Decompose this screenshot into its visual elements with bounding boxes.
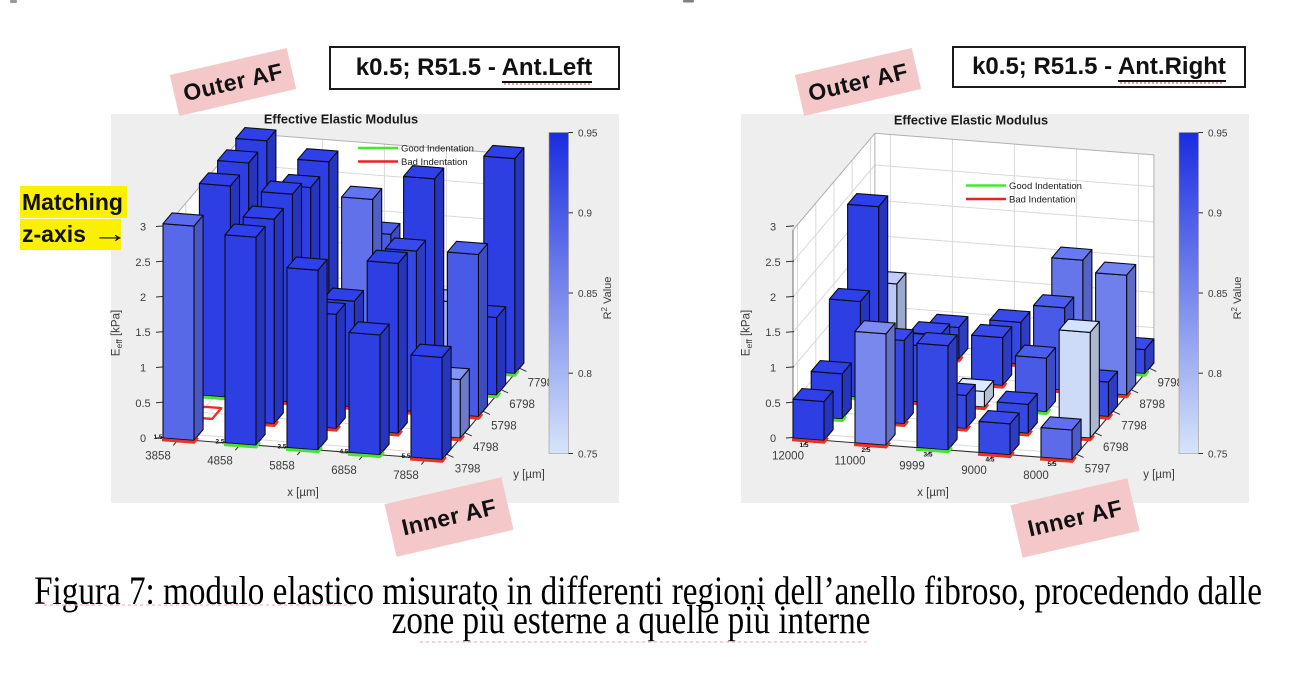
svg-text:1.5: 1.5 <box>765 327 780 339</box>
svg-text:1.5: 1.5 <box>135 327 150 339</box>
svg-text:6798: 6798 <box>1103 442 1129 454</box>
svg-text:4.5: 4.5 <box>985 456 994 463</box>
svg-text:7798: 7798 <box>1121 421 1147 433</box>
svg-text:Bad Indentation: Bad Indentation <box>401 157 468 168</box>
svg-text:2.5: 2.5 <box>215 439 224 446</box>
svg-text:4798: 4798 <box>473 442 499 454</box>
svg-text:3.5: 3.5 <box>923 452 932 459</box>
svg-text:2.5: 2.5 <box>135 257 150 269</box>
svg-text:Effective Elastic Modulus: Effective Elastic Modulus <box>264 112 418 127</box>
svg-text:8798: 8798 <box>1139 399 1165 411</box>
svg-text:0.9: 0.9 <box>578 209 592 220</box>
svg-text:6798: 6798 <box>509 399 535 411</box>
svg-text:2.5: 2.5 <box>861 447 870 454</box>
svg-text:6858: 6858 <box>331 465 357 477</box>
svg-text:11000: 11000 <box>834 456 865 468</box>
svg-text:3858: 3858 <box>145 451 171 463</box>
svg-text:R2 Value: R2 Value <box>1230 277 1244 320</box>
svg-text:0.95: 0.95 <box>1208 128 1228 139</box>
svg-text:1.5: 1.5 <box>153 434 162 441</box>
svg-text:Good Indentation: Good Indentation <box>401 144 474 155</box>
svg-text:Good Indentation: Good Indentation <box>1009 181 1082 192</box>
svg-text:5798: 5798 <box>491 421 517 433</box>
svg-text:1.5: 1.5 <box>799 442 808 449</box>
svg-text:Eeff [kPa]: Eeff [kPa] <box>111 310 125 356</box>
svg-text:0.85: 0.85 <box>1208 289 1228 300</box>
svg-text:x [µm]: x [µm] <box>917 487 949 499</box>
svg-text:0.9: 0.9 <box>1208 209 1222 220</box>
svg-text:0: 0 <box>770 433 776 445</box>
svg-text:0.5: 0.5 <box>135 398 150 410</box>
svg-text:4.5: 4.5 <box>339 448 348 455</box>
svg-text:3: 3 <box>770 222 776 234</box>
svg-text:0.75: 0.75 <box>578 449 598 460</box>
svg-text:2: 2 <box>140 292 146 304</box>
svg-text:8000: 8000 <box>1023 470 1049 482</box>
svg-text:4858: 4858 <box>207 456 233 468</box>
svg-text:y [µm]: y [µm] <box>1143 469 1175 481</box>
svg-text:7798: 7798 <box>528 378 554 390</box>
svg-text:0.75: 0.75 <box>1208 449 1228 460</box>
svg-text:Bad Indentation: Bad Indentation <box>1009 195 1076 206</box>
svg-text:x [µm]: x [µm] <box>287 487 319 499</box>
svg-text:0: 0 <box>140 433 146 445</box>
svg-text:0.5: 0.5 <box>765 398 780 410</box>
svg-text:0.95: 0.95 <box>578 128 598 139</box>
svg-text:5858: 5858 <box>269 460 295 472</box>
svg-text:12000: 12000 <box>772 451 804 463</box>
svg-text:7858: 7858 <box>393 470 419 482</box>
svg-text:3: 3 <box>140 222 146 234</box>
svg-text:R2 Value: R2 Value <box>600 277 614 320</box>
svg-text:y [µm]: y [µm] <box>513 469 545 481</box>
svg-text:3798: 3798 <box>455 464 481 476</box>
svg-text:3.5: 3.5 <box>277 444 286 451</box>
svg-text:0.8: 0.8 <box>1208 369 1222 380</box>
svg-text:0.8: 0.8 <box>578 369 592 380</box>
svg-text:Eeff [kPa]: Eeff [kPa] <box>741 310 755 356</box>
svg-text:9000: 9000 <box>961 465 987 477</box>
svg-text:2.5: 2.5 <box>765 257 780 269</box>
svg-text:Effective Elastic Modulus: Effective Elastic Modulus <box>894 113 1048 128</box>
svg-text:5797: 5797 <box>1085 464 1111 476</box>
svg-text:2: 2 <box>770 292 776 304</box>
svg-text:5.5: 5.5 <box>1047 461 1056 468</box>
svg-text:9999: 9999 <box>899 460 925 472</box>
svg-text:1: 1 <box>140 363 146 375</box>
svg-text:1: 1 <box>770 363 776 375</box>
svg-text:5.5: 5.5 <box>401 453 410 460</box>
svg-text:0.85: 0.85 <box>578 289 598 300</box>
svg-text:9798: 9798 <box>1158 378 1184 390</box>
